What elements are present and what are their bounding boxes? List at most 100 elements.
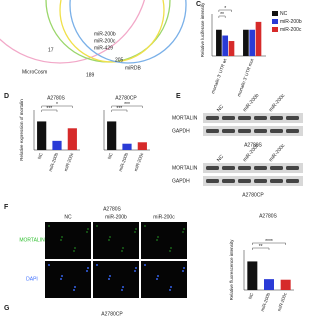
cell-signal (122, 247, 124, 249)
cell-signal (182, 270, 184, 272)
cell-signal (144, 264, 146, 266)
label: NC (107, 151, 114, 160)
significance-bracket (218, 9, 232, 12)
cell-signal (170, 247, 172, 249)
label: A2780CP (115, 95, 137, 101)
label: NC (280, 11, 288, 17)
label: miR-200b (48, 152, 60, 173)
label: MORTALIN (19, 237, 45, 243)
cell-signal (73, 289, 75, 291)
label: miRDB (125, 65, 141, 71)
cell-signal (109, 236, 111, 238)
label: MicroCosm (22, 69, 47, 75)
label: Relative expression of mortalin (19, 99, 24, 161)
blot-band (270, 116, 283, 120)
blot-band (254, 166, 267, 170)
blot-band (286, 129, 299, 133)
cell-signal (169, 250, 171, 252)
blot-strip (203, 113, 303, 123)
label: 205 (115, 57, 124, 63)
blot-band (222, 116, 235, 120)
cell-signal (74, 247, 76, 249)
venn-circle (0, 0, 146, 64)
label: D (4, 93, 9, 100)
label: NC (216, 153, 225, 163)
cell-signal (157, 236, 159, 238)
label: A2780S (47, 95, 65, 101)
significance-bracket (41, 109, 58, 112)
label: **** (265, 239, 273, 245)
micrograph (141, 222, 187, 259)
bar (243, 29, 249, 56)
label: GAPDH (172, 178, 190, 184)
blot-band (270, 179, 283, 183)
cell-signal (60, 239, 62, 241)
label: miR-200b (280, 19, 302, 25)
blot-band (286, 166, 299, 170)
blot-band (206, 129, 219, 133)
bar (52, 140, 62, 150)
bar (222, 35, 229, 56)
label: GAPDH (172, 128, 190, 134)
bar (247, 261, 258, 290)
cell-signal (134, 231, 136, 233)
cell-signal (48, 264, 50, 266)
cell-signal (156, 278, 158, 280)
cell-signal (135, 267, 137, 269)
legend-swatch (272, 11, 278, 16)
venn-circle (69, 0, 187, 64)
bar (216, 29, 222, 56)
blot-band (270, 129, 283, 133)
label: *** (46, 106, 52, 112)
venn-circles (0, 0, 187, 64)
label: DAPI (26, 276, 38, 282)
micrograph (45, 222, 91, 259)
cell-signal (74, 286, 76, 288)
blot-band (254, 179, 267, 183)
blot-band (238, 116, 251, 120)
bar (264, 279, 274, 290)
cell-signal (183, 267, 185, 269)
label: A2780S (103, 206, 121, 212)
label: Relative fluorescence intensity (229, 239, 234, 301)
cell-signal (96, 264, 98, 266)
blot-band (222, 179, 235, 183)
cell-signal (61, 275, 63, 277)
cell-signal (170, 286, 172, 288)
label: 17 (48, 47, 54, 53)
label: miR-200c (94, 38, 116, 44)
label: NC (37, 151, 44, 160)
significance-bracket (111, 105, 143, 108)
blot-band (238, 166, 251, 170)
label: F (4, 204, 9, 211)
significance-bracket (218, 15, 226, 18)
bar (67, 128, 77, 150)
label: *** (116, 106, 122, 112)
cell-signal (87, 267, 89, 269)
legend-swatch (272, 19, 278, 24)
venn-circle (59, 0, 165, 63)
blot-band (286, 116, 299, 120)
cell-signal (121, 289, 123, 291)
bar (37, 121, 47, 150)
label: MORTALIN (172, 115, 198, 121)
cell-signal (121, 250, 123, 252)
cell-signal (96, 225, 98, 227)
cell-signal (73, 250, 75, 252)
label: A2780S (244, 142, 262, 148)
bar (228, 41, 235, 56)
label: miR-200b (94, 31, 116, 37)
cell-signal (109, 275, 111, 277)
cell-signal (86, 270, 88, 272)
label: miR-200b (118, 152, 130, 173)
cell-signal (182, 231, 184, 233)
label: C (196, 1, 201, 8)
label: NC (247, 291, 254, 300)
western-blots (203, 113, 303, 186)
label: A2780CP (242, 192, 264, 198)
label: E (176, 93, 181, 100)
significance-bracket (111, 109, 128, 112)
significance-bracket (252, 247, 270, 250)
